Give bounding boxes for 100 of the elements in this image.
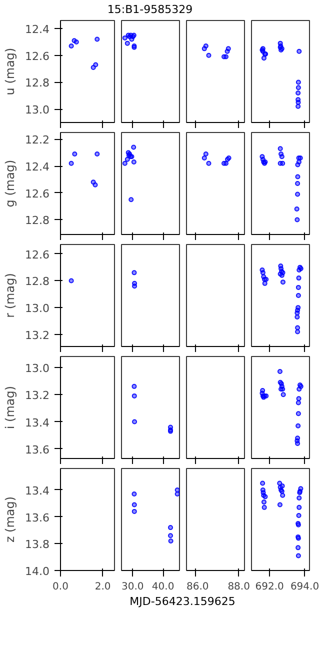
- point: [94, 151, 100, 156]
- point: [296, 276, 302, 281]
- point: [296, 85, 301, 90]
- point: [93, 62, 98, 68]
- point: [296, 396, 302, 402]
- point: [296, 100, 301, 105]
- point: [92, 182, 98, 188]
- point: [124, 40, 130, 46]
- y-tick-label: 13.0: [25, 362, 50, 375]
- point: [296, 423, 301, 428]
- point: [202, 156, 207, 160]
- y-tick-label: 13.2: [25, 389, 50, 402]
- point: [128, 197, 134, 202]
- point: [132, 508, 137, 514]
- point: [260, 270, 266, 276]
- point: [277, 368, 282, 374]
- point: [132, 384, 137, 389]
- point: [132, 502, 137, 508]
- point: [261, 56, 266, 61]
- point: [296, 553, 301, 558]
- point: [296, 48, 302, 54]
- point: [280, 280, 286, 285]
- point: [174, 492, 180, 496]
- point: [294, 310, 300, 316]
- point: [295, 192, 300, 197]
- y-axis-title: i (mag): [3, 386, 18, 430]
- y-tick-label: 13.4: [25, 416, 50, 430]
- y-tick-label: 14.0: [25, 565, 50, 578]
- point: [168, 538, 174, 544]
- point: [296, 104, 301, 109]
- point: [122, 160, 128, 166]
- point: [296, 386, 302, 392]
- y-axis-title: g (mag): [3, 160, 18, 208]
- x-axis-title: MJD-56423.159625: [130, 594, 236, 610]
- point: [280, 492, 286, 498]
- point: [296, 411, 301, 416]
- point: [294, 206, 300, 212]
- y-tick-label: 13.6: [25, 511, 50, 524]
- point: [206, 160, 212, 166]
- x-tick-label: 40.0: [152, 582, 174, 592]
- point: [122, 35, 128, 40]
- point: [72, 151, 78, 156]
- point: [132, 419, 138, 424]
- point: [168, 525, 174, 530]
- point: [296, 545, 301, 550]
- x-tick-label: 30.0: [122, 582, 144, 592]
- point: [295, 181, 300, 186]
- point: [203, 44, 208, 48]
- y-tick-label: 13.6: [25, 443, 50, 456]
- point: [296, 293, 301, 298]
- point: [295, 441, 300, 446]
- y-tick-label: 13.8: [25, 538, 50, 552]
- y-tick-label: 12.2: [25, 134, 50, 147]
- point: [261, 500, 266, 505]
- point: [296, 160, 302, 165]
- point: [296, 90, 301, 96]
- point: [296, 400, 301, 406]
- point: [260, 480, 266, 486]
- y-axis-title: r (mag): [3, 273, 18, 318]
- y-tick-label: 12.6: [25, 187, 50, 200]
- point: [262, 280, 268, 286]
- y-tick-label: 12.8: [25, 275, 50, 288]
- point: [296, 80, 301, 85]
- x-tick-label: 694.0: [290, 582, 320, 592]
- point: [294, 217, 300, 222]
- point: [168, 533, 174, 538]
- y-tick-label: 13.4: [25, 484, 50, 498]
- y-tick-label: 13.0: [25, 104, 50, 117]
- point: [296, 496, 302, 501]
- y-axis-title: z (mag): [3, 496, 18, 543]
- x-tick-label: 0.0: [52, 582, 68, 592]
- point: [68, 160, 74, 166]
- point: [280, 160, 286, 166]
- point: [278, 146, 283, 152]
- point: [279, 154, 284, 160]
- y-tick-label: 13.0: [25, 302, 50, 316]
- point: [131, 160, 136, 165]
- y-tick-label: 12.8: [25, 214, 50, 228]
- x-tick-label: 692.0: [255, 582, 284, 592]
- x-tick-label: 88.0: [228, 582, 250, 592]
- chart-title: 15:B1-9585329: [107, 2, 193, 18]
- point: [296, 504, 302, 510]
- point: [124, 156, 130, 162]
- point: [132, 393, 137, 398]
- y-tick-label: 12.6: [25, 50, 50, 63]
- point: [296, 512, 302, 518]
- point: [295, 329, 300, 334]
- point: [226, 46, 231, 52]
- point: [94, 36, 100, 42]
- point: [277, 502, 282, 508]
- x-tick-label: 2.0: [94, 582, 111, 592]
- point: [131, 144, 136, 150]
- y-tick-label: 12.6: [25, 248, 50, 262]
- x-tick-label: 86.0: [186, 582, 209, 592]
- point: [294, 314, 300, 320]
- point: [296, 284, 301, 290]
- point: [68, 44, 74, 48]
- point: [295, 174, 300, 180]
- y-tick-label: 12.4: [25, 23, 50, 36]
- point: [260, 388, 266, 393]
